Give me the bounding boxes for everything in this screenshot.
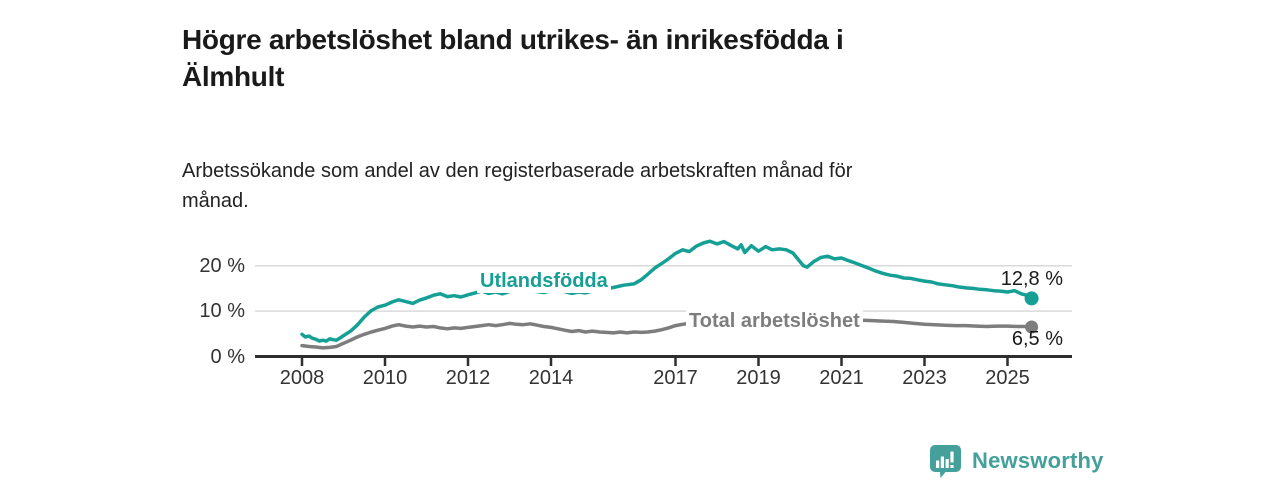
series-end-dot-0 <box>1024 291 1039 306</box>
y-axis-label-20: 20 % <box>199 254 245 277</box>
x-axis-label-2017: 2017 <box>653 367 698 389</box>
chart-title-line-1: Högre arbetslöshet bland utrikes- än inr… <box>182 23 844 55</box>
x-axis-label-2021: 2021 <box>819 367 864 389</box>
end-value-label-total-arbetsloshet: 6,5 % <box>1011 328 1063 350</box>
series-line-1 <box>300 315 1034 350</box>
x-axis-label-2010: 2010 <box>362 367 408 389</box>
chart-title: Högre arbetslöshet bland utrikes- än inr… <box>182 21 1102 95</box>
series-end-dot-1 <box>1025 320 1039 334</box>
chart-subtitle-line-1: Arbetssökande som andel av den registerb… <box>182 160 853 182</box>
series-label-total-arbetsloshet: Total arbetslöshet <box>686 310 863 333</box>
y-axis-label-0: 0 % <box>210 345 245 368</box>
x-axis-label-2014: 2014 <box>528 367 574 389</box>
series-line-0 <box>300 239 1034 343</box>
x-axis-label-2025: 2025 <box>985 367 1030 389</box>
newsworthy-logo-text: Newsworthy <box>972 448 1104 473</box>
end-value-label-utlandsfodda: 12,8 % <box>1000 268 1063 290</box>
chart-subtitle: Arbetssökande som andel av den registerb… <box>182 156 1042 216</box>
chart-title-line-2: Älmhult <box>182 60 285 92</box>
series-label-utlandsfodda: Utlandsfödda <box>477 270 611 293</box>
y-axis-label-10: 10 % <box>199 300 245 323</box>
bar-chart-speech-bubble-icon <box>930 444 961 478</box>
newsworthy-logo[interactable]: Newsworthy <box>929 443 1104 479</box>
x-axis-label-2023: 2023 <box>902 367 947 389</box>
chart-subtitle-line-2: månad. <box>182 190 249 212</box>
x-axis-label-2008: 2008 <box>279 367 325 389</box>
x-axis-label-2019: 2019 <box>736 367 781 389</box>
x-axis-label-2012: 2012 <box>445 367 491 389</box>
